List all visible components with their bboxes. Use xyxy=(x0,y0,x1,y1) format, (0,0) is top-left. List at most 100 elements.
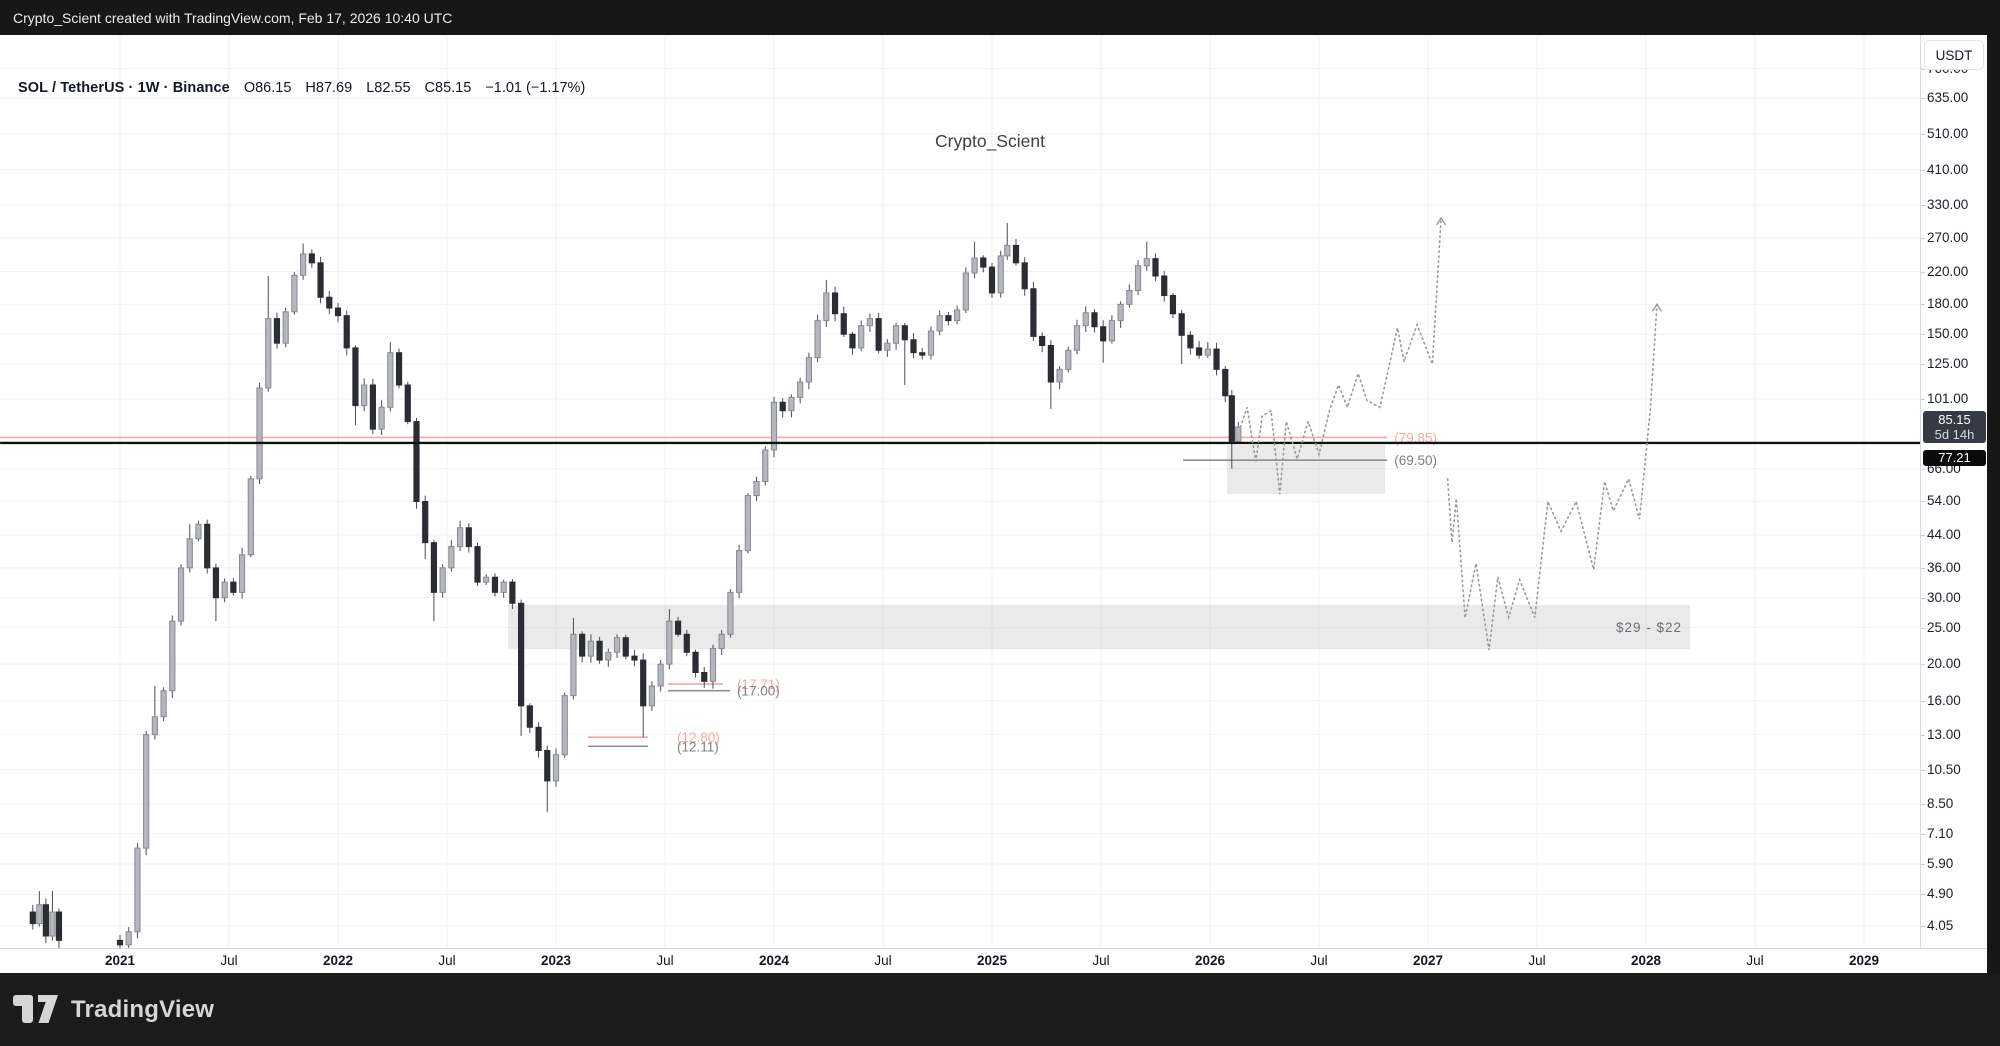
candle-body xyxy=(1108,320,1116,342)
candle-body xyxy=(1204,348,1211,356)
candle-body xyxy=(238,554,246,593)
price-tick-mark xyxy=(1921,133,1925,135)
candle-body xyxy=(221,581,228,599)
candle-body xyxy=(1012,244,1020,264)
ohlc-values: O86.15 H87.69 L82.55 C85.15 −1.01 (−1.17%) xyxy=(230,80,585,96)
candle-body xyxy=(1213,348,1220,370)
attribution-text: Crypto_Scient created with TradingView.c… xyxy=(13,9,453,26)
price-level-label: (17.71) xyxy=(737,677,780,692)
supply-demand-zone[interactable] xyxy=(508,604,1691,650)
time-tick-year: 2029 xyxy=(1848,953,1880,968)
candle-body xyxy=(919,352,926,356)
candle-body xyxy=(849,333,856,349)
candle-body xyxy=(770,401,778,451)
symbol-title[interactable]: SOL / TetherUS · 1W · Binance xyxy=(18,80,230,96)
candle-body xyxy=(640,659,647,707)
price-tick-label: 25.00 xyxy=(1927,619,1961,635)
candle-body xyxy=(169,620,176,692)
time-tick-jul: Jul xyxy=(656,953,674,968)
price-tick-label: 635.00 xyxy=(1927,89,1969,105)
candle-body xyxy=(1196,347,1203,356)
candle-body xyxy=(1143,258,1150,267)
candle-body xyxy=(1134,265,1142,291)
candle-body xyxy=(613,637,621,653)
price-tick-mark xyxy=(1921,169,1925,171)
candlestick-plot[interactable]: $29 - $22 (79.85) (69.50) (17.71)(17.00) (12… xyxy=(0,35,1920,948)
price-tick-mark xyxy=(1921,863,1925,865)
candle-body xyxy=(701,672,708,682)
candle-body xyxy=(587,640,594,657)
candle-body xyxy=(579,633,586,657)
candle-body xyxy=(265,318,272,389)
candle-body xyxy=(727,591,734,635)
projection-path[interactable] xyxy=(1239,217,1442,495)
candle-body xyxy=(823,292,830,322)
price-tick-mark xyxy=(1921,627,1925,629)
candle-body xyxy=(439,567,446,593)
time-axis[interactable]: 2021 Jul 2022 Jul 2023 Jul 2024 Jul 2025 Jul 2026 J… xyxy=(0,948,1987,973)
candle-body xyxy=(1228,395,1235,442)
candle-body xyxy=(762,449,769,483)
candle-body xyxy=(797,381,804,398)
price-level-label: (17.00) xyxy=(737,684,780,699)
candle-body xyxy=(544,750,551,782)
candle-body xyxy=(483,576,490,583)
candle-body xyxy=(456,527,464,548)
price-tick-label: 5.90 xyxy=(1927,855,1954,871)
price-tick-mark xyxy=(1921,68,1925,70)
candle-body xyxy=(927,330,935,356)
candle-body xyxy=(1222,368,1229,397)
footer-bar: TradingView xyxy=(0,973,2000,1046)
candle-body xyxy=(177,567,185,622)
projection-path[interactable] xyxy=(1446,303,1658,651)
symbol-legend: SOL / TetherUS · 1W · Binance O86.15 H87.… xyxy=(18,79,585,97)
price-tick-label: 20.00 xyxy=(1927,656,1961,672)
candle-body xyxy=(526,705,533,728)
candle-body xyxy=(125,931,132,946)
price-tick-mark xyxy=(1921,304,1925,306)
candle-body xyxy=(971,257,978,274)
price-tick-label: 7.10 xyxy=(1927,825,1954,841)
candle-body xyxy=(343,315,350,349)
price-tick-label: 36.00 xyxy=(1927,559,1961,575)
price-axis[interactable]: 760.00635.00510.00410.00330.00270.00220.… xyxy=(1920,35,1987,948)
candle-body xyxy=(1056,368,1063,383)
price-tick-mark xyxy=(1921,894,1925,896)
candle-body xyxy=(387,352,394,408)
price-tick-mark xyxy=(1921,398,1925,400)
candle-body xyxy=(491,576,499,593)
candle-body xyxy=(744,495,751,552)
candle-body xyxy=(1073,325,1081,351)
price-tick-label: 510.00 xyxy=(1927,125,1969,141)
tradingview-logo-icon xyxy=(13,995,58,1023)
candle-body xyxy=(49,911,56,937)
price-tick-mark xyxy=(1921,734,1925,736)
candle-body xyxy=(805,357,812,383)
time-tick-jul: Jul xyxy=(1310,953,1328,968)
price-tick-label: 54.00 xyxy=(1927,493,1961,509)
candle-body xyxy=(683,633,690,653)
candle-body xyxy=(736,550,743,593)
current-price-badge: 85.15 5d 14h xyxy=(1923,410,1986,443)
candle-body xyxy=(936,315,943,332)
tradingview-brand[interactable]: TradingView xyxy=(13,995,214,1025)
candle-body xyxy=(657,663,664,687)
candle-body xyxy=(1030,288,1037,337)
chart-canvas[interactable]: $29 - $22 (79.85) (69.50) (17.71) (17.00) (12… xyxy=(0,35,1920,948)
ohlc-value: O86.15 xyxy=(243,80,292,96)
candle-body xyxy=(1100,326,1107,342)
supply-demand-zone[interactable] xyxy=(1227,445,1386,495)
candle-body xyxy=(352,347,359,407)
time-tick-jul: Jul xyxy=(1746,953,1764,968)
candle-body xyxy=(395,352,403,386)
projection-arrowhead xyxy=(1651,303,1662,312)
candle-body xyxy=(1152,258,1159,277)
currency-toggle-button[interactable]: USDT xyxy=(1924,40,1984,70)
candle-body xyxy=(648,685,656,707)
price-tick-label: 150.00 xyxy=(1927,326,1969,342)
ohlc-value: H87.69 xyxy=(305,80,353,96)
candle-body xyxy=(509,581,516,604)
candle-body xyxy=(901,325,908,341)
candle-body xyxy=(230,581,237,593)
candle-body xyxy=(300,253,307,276)
